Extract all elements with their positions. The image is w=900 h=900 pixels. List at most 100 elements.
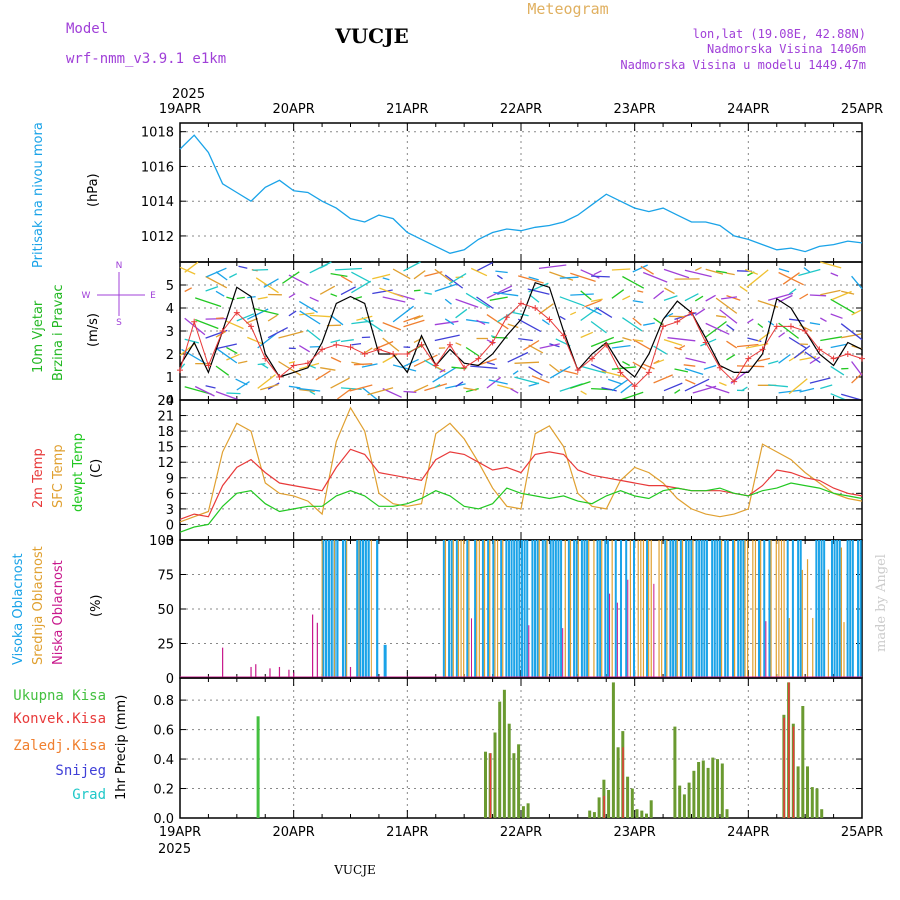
wind-arrow (830, 393, 847, 401)
wind-arrow (622, 336, 632, 342)
wind-arrow (434, 320, 459, 326)
wind-arrow (715, 297, 738, 314)
wind-arrow (309, 296, 319, 302)
top-date-label: 22APR (500, 102, 542, 117)
model-label: Model (66, 21, 108, 37)
wind-arrow (351, 342, 362, 346)
wind-arrow (559, 315, 566, 321)
temp-label-3: dewpt Temp (71, 433, 86, 512)
wind-arrow (252, 268, 269, 271)
wind-arrow (642, 363, 655, 370)
wind-arrow (788, 336, 807, 349)
high-cloud-bar (344, 540, 348, 678)
y-tick-label: 0 (166, 672, 174, 687)
wind-arrow (247, 308, 269, 320)
y-tick-label: 50 (157, 603, 174, 618)
high-cloud-bar (518, 540, 521, 678)
wind-arrow (705, 384, 730, 394)
compass-w: W (82, 291, 91, 301)
high-cloud-bar (674, 540, 677, 678)
precip-total-bar (588, 810, 592, 818)
wind-arrow (226, 392, 241, 395)
high-cloud-bar (599, 540, 602, 678)
wind-arrow (319, 285, 336, 295)
wind-arrow (580, 390, 587, 395)
y-tick-label: 18 (157, 425, 174, 440)
wind-label-1: 10m Vjetar (31, 300, 46, 373)
pressure-panel: 1012 1014 1016 1018 (141, 122, 863, 263)
wind-gust-marker (759, 346, 766, 353)
wind-arrow (382, 296, 406, 303)
wind-arrow (840, 323, 863, 341)
wind-arrow (237, 360, 248, 364)
wind-arrow (642, 271, 668, 283)
precip-total-bar (810, 787, 814, 818)
wind-arrow (455, 381, 464, 388)
model-name: wrf-nmm_v3.9.1 e1km (66, 51, 226, 67)
precip-total-bar (517, 744, 521, 818)
cloud-bars (180, 540, 862, 678)
wind-arrow (590, 363, 607, 373)
high-cloud-bar (507, 540, 510, 678)
y-tick-label: 5 (166, 279, 174, 294)
y-tick-label: 75 (157, 569, 174, 584)
wind-arrow (778, 332, 786, 338)
precip-total-bar (687, 782, 691, 818)
wind-arrow (288, 310, 297, 317)
high-cloud-bar (330, 540, 333, 678)
high-cloud-bar (846, 540, 849, 678)
wind-arrow (580, 306, 600, 322)
wind-arrow (194, 297, 222, 308)
y-tick-label: 21 (157, 410, 174, 425)
precip-total-bar (521, 806, 525, 818)
y-tick-label: 0.0 (153, 812, 174, 827)
high-cloud-bar (531, 540, 534, 678)
precip-legend-hail: Grad (72, 787, 106, 803)
precip-bars (256, 682, 824, 818)
wind-arrow (778, 389, 802, 394)
precip-total-bar (725, 809, 729, 818)
wind-arrow (184, 338, 199, 344)
wind-arrow (257, 374, 276, 389)
wind-arrow (349, 384, 373, 392)
y-tick-label: 0 (166, 394, 174, 409)
compass-s: S (116, 318, 122, 328)
wind-arrow (455, 342, 462, 346)
wind-arrow (463, 387, 477, 391)
y-tick-label: 9 (166, 472, 174, 487)
wind-gust-marker (361, 351, 368, 357)
wind-arrow (778, 322, 799, 339)
high-cloud-bar (679, 540, 682, 678)
high-cloud-bar (364, 540, 367, 678)
wind-arrow (549, 365, 571, 379)
wind-arrow (424, 292, 432, 295)
wind-arrow (470, 365, 498, 369)
wind-arrow (622, 275, 645, 289)
cloud-panel: 0 25 50 75 100 (149, 534, 863, 687)
wind-arrow (434, 283, 457, 293)
precip-legend-frozen: Zaledj.Kisa (13, 738, 106, 754)
pressure-line (179, 134, 863, 254)
wind-arrow (448, 273, 467, 285)
precip-total-bar (512, 753, 516, 818)
high-cloud-bar (359, 540, 362, 678)
wind-arrow (470, 267, 488, 277)
wind-arrow (804, 351, 821, 364)
precip-total-bar (673, 726, 677, 818)
wind-gust-marker (532, 305, 539, 311)
wind-arrow (632, 317, 642, 326)
wind-arrow (226, 353, 240, 361)
wind-arrow (434, 383, 441, 388)
high-cloud-bar (815, 540, 818, 678)
high-cloud-bar (737, 540, 740, 678)
y-tick-label: 1012 (141, 230, 174, 245)
high-cloud-bar (580, 540, 583, 678)
wind-arrow (309, 365, 316, 369)
high-cloud-bar (799, 540, 802, 678)
wind-arrow (593, 270, 602, 276)
wind-gust-marker (546, 316, 553, 323)
wind-arrow (685, 357, 706, 364)
wind-arrow (330, 356, 342, 363)
wind-arrow (432, 367, 456, 383)
